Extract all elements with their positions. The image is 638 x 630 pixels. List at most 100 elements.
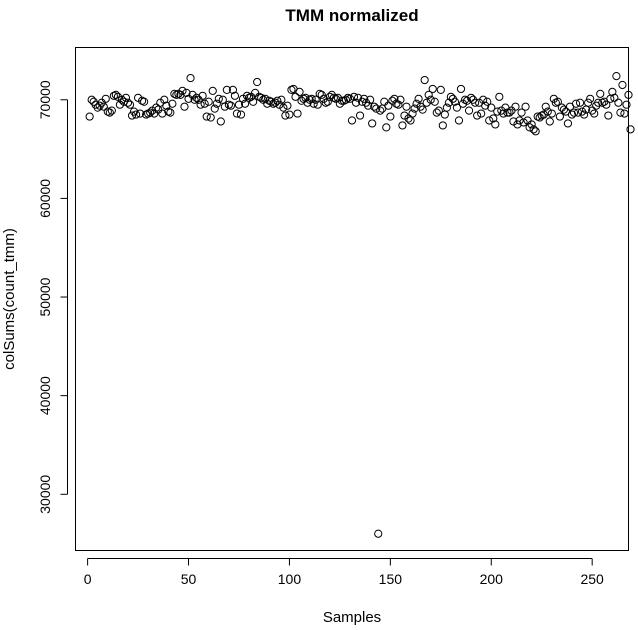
data-point (489, 114, 498, 123)
data-point (626, 125, 635, 134)
data-point (230, 91, 240, 100)
data-point (313, 100, 322, 109)
x-axis: 0 50 100 150 200 250 (84, 558, 604, 587)
data-point (291, 92, 300, 101)
x-tick-label: 100 (278, 571, 302, 587)
data-point (555, 112, 564, 121)
data-point (107, 106, 116, 115)
data-point (452, 103, 462, 112)
data-point (569, 108, 579, 117)
data-point (281, 111, 290, 120)
data-point (466, 93, 476, 102)
x-tick-label: 50 (181, 571, 197, 587)
data-point (249, 97, 258, 106)
data-point (398, 121, 407, 130)
data-point (152, 103, 161, 112)
data-point (208, 86, 217, 96)
data-point (251, 88, 260, 97)
data-point (135, 109, 145, 118)
data-point (190, 95, 199, 104)
data-point (491, 120, 500, 129)
data-point (473, 111, 482, 120)
data-point (499, 109, 508, 118)
data-point (553, 97, 562, 106)
data-point (442, 103, 451, 112)
data-point (590, 109, 599, 118)
data-point (418, 105, 427, 114)
data-point (121, 93, 131, 102)
data-point (503, 108, 512, 117)
data-point (351, 98, 361, 107)
data-point (87, 95, 96, 104)
data-point (547, 109, 556, 118)
data-point (355, 111, 365, 120)
data-point (323, 97, 332, 106)
data-point (202, 112, 211, 121)
data-point (622, 100, 631, 109)
data-point (99, 102, 108, 111)
plot-frame (75, 47, 629, 551)
data-point (347, 116, 357, 125)
data-point (479, 95, 488, 104)
data-point (487, 103, 496, 112)
data-point (125, 100, 135, 109)
data-point (454, 116, 464, 125)
data-point (557, 103, 567, 112)
data-point (529, 125, 538, 134)
data-point (341, 95, 351, 104)
data-point (200, 99, 209, 108)
data-point (180, 102, 189, 111)
data-point (571, 99, 581, 108)
data-point (277, 95, 286, 104)
data-point (616, 108, 625, 117)
data-point (366, 95, 375, 104)
data-point (440, 110, 449, 119)
data-point (374, 529, 383, 538)
data-point (402, 102, 411, 111)
data-point (204, 97, 213, 106)
data-point (511, 102, 520, 111)
data-point (446, 92, 455, 101)
y-tick-label: 30000 (37, 475, 53, 514)
data-point (182, 88, 191, 97)
data-point (222, 85, 231, 95)
data-point (584, 98, 593, 107)
data-point (283, 101, 292, 110)
data-point (406, 116, 415, 125)
data-point (527, 120, 536, 129)
data-point (236, 110, 246, 119)
y-tick-label: 70000 (37, 80, 53, 119)
data-point (85, 112, 94, 121)
data-point (495, 92, 504, 101)
data-point (307, 94, 316, 103)
data-point (317, 90, 326, 99)
data-point (127, 111, 137, 120)
data-point (521, 102, 530, 111)
data-point (519, 118, 528, 127)
data-point (531, 127, 540, 136)
data-point (404, 114, 413, 123)
y-axis: 30000 40000 50000 60000 70000 (37, 80, 68, 514)
data-point (513, 120, 522, 129)
data-point (192, 93, 201, 102)
data-point (567, 110, 577, 119)
data-point (471, 98, 480, 107)
data-point (178, 86, 187, 96)
data-point (580, 110, 589, 119)
data-point (234, 100, 244, 109)
data-point (481, 101, 490, 110)
data-point (123, 98, 133, 107)
data-point (515, 116, 524, 125)
data-point (573, 108, 583, 117)
data-point (140, 97, 149, 106)
data-point (604, 111, 613, 120)
data-point (436, 85, 445, 95)
data-point (596, 89, 605, 98)
data-point (384, 101, 393, 110)
data-point (594, 98, 603, 107)
data-point (614, 98, 623, 107)
data-point (505, 108, 514, 117)
data-point (253, 77, 262, 87)
data-point (360, 94, 369, 103)
data-point (198, 91, 207, 100)
